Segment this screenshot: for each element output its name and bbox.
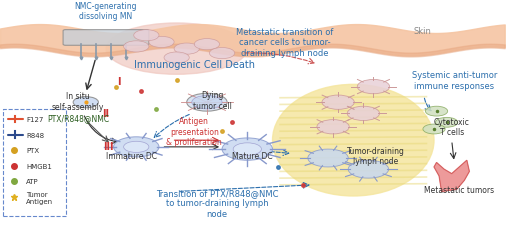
Circle shape xyxy=(347,107,379,121)
Text: Tumor-draining
lymph node: Tumor-draining lymph node xyxy=(347,146,405,166)
Text: PTX/R848@NMC: PTX/R848@NMC xyxy=(47,114,109,123)
Circle shape xyxy=(233,143,262,156)
Circle shape xyxy=(192,96,222,109)
Text: Transition of PTX/R848@NMC
to tumor-draining lymph
node: Transition of PTX/R848@NMC to tumor-drai… xyxy=(156,188,278,218)
Text: II: II xyxy=(103,109,110,119)
Text: Cytotoxic
T cells: Cytotoxic T cells xyxy=(434,117,469,137)
Ellipse shape xyxy=(272,85,434,196)
Text: Systemic anti-tumor
immune responses: Systemic anti-tumor immune responses xyxy=(411,71,497,90)
Circle shape xyxy=(308,149,348,167)
Circle shape xyxy=(317,120,349,134)
Text: Antigen
presentation
& proliferation: Antigen presentation & proliferation xyxy=(167,117,222,146)
Text: HMGB1: HMGB1 xyxy=(26,163,52,169)
Text: Metastatic transition of
cancer cells to tumor-
draining lymph node: Metastatic transition of cancer cells to… xyxy=(236,28,334,58)
Text: Dying
tumor cell: Dying tumor cell xyxy=(193,91,232,110)
Circle shape xyxy=(322,96,354,110)
Circle shape xyxy=(435,118,458,128)
Circle shape xyxy=(194,39,219,51)
Ellipse shape xyxy=(106,24,247,75)
Text: Immunogenic Cell Death: Immunogenic Cell Death xyxy=(134,60,255,70)
Text: Tumor
Antigen: Tumor Antigen xyxy=(26,191,53,204)
Text: ATP: ATP xyxy=(26,179,39,185)
Text: III: III xyxy=(103,141,114,151)
Circle shape xyxy=(123,42,149,53)
Circle shape xyxy=(357,80,390,94)
Circle shape xyxy=(222,138,272,161)
Text: Metastatic tumors: Metastatic tumors xyxy=(424,185,494,194)
Circle shape xyxy=(123,142,149,153)
Circle shape xyxy=(423,124,445,134)
Text: Mature DC: Mature DC xyxy=(232,152,273,161)
Polygon shape xyxy=(434,161,469,192)
Text: In situ
self-assembly: In situ self-assembly xyxy=(52,92,105,111)
Circle shape xyxy=(114,137,159,157)
Circle shape xyxy=(164,53,189,64)
Text: PTX: PTX xyxy=(26,148,39,153)
Circle shape xyxy=(149,37,174,48)
Circle shape xyxy=(425,107,448,117)
Text: I: I xyxy=(117,77,120,87)
Text: F127: F127 xyxy=(26,116,44,122)
FancyBboxPatch shape xyxy=(63,31,149,46)
Circle shape xyxy=(174,44,199,55)
Text: NMC-generating
dissolving MN: NMC-generating dissolving MN xyxy=(75,2,137,21)
Text: Immature DC: Immature DC xyxy=(106,152,156,161)
Circle shape xyxy=(348,161,389,178)
Text: Skin: Skin xyxy=(414,27,432,36)
Circle shape xyxy=(187,94,227,112)
Circle shape xyxy=(209,48,235,59)
Circle shape xyxy=(73,97,99,108)
Text: R848: R848 xyxy=(26,132,44,138)
Circle shape xyxy=(134,31,159,42)
